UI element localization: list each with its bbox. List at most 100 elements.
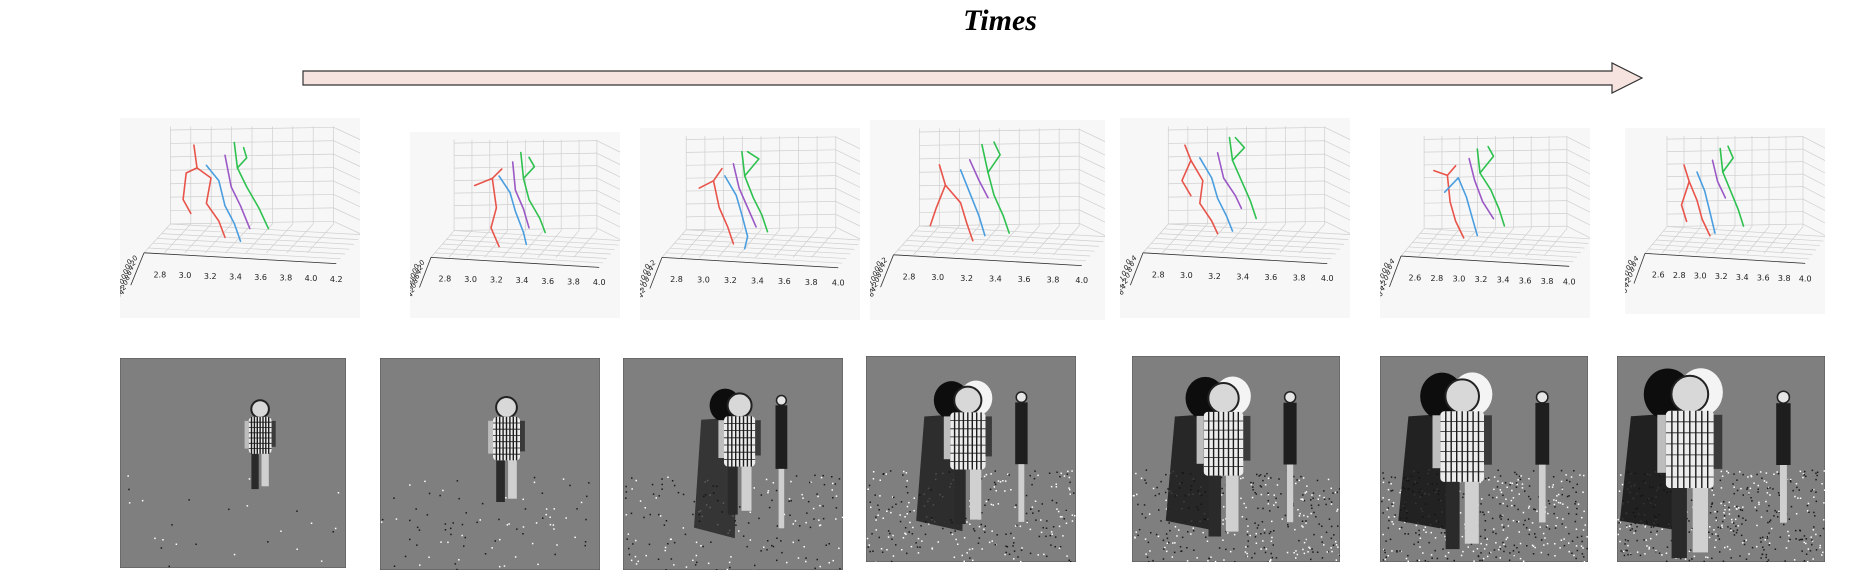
event-pixel (1756, 524, 1758, 527)
event-pixel (1655, 550, 1657, 553)
event-pixel (1775, 511, 1778, 513)
event-pixel (1627, 553, 1629, 556)
event-pixel (792, 541, 794, 544)
event-pixel (426, 514, 429, 516)
event-pixel (919, 546, 921, 548)
event-pixel (1575, 557, 1577, 560)
event-pixel (1801, 550, 1803, 552)
event-pixel (965, 517, 967, 520)
event-pixel (1812, 488, 1815, 491)
event-frame-2 (380, 358, 600, 570)
event-pixel (1337, 525, 1339, 527)
event-pixel (1263, 532, 1266, 534)
grid-line (835, 213, 860, 227)
grid-line (1324, 194, 1350, 208)
event-pixel (788, 500, 790, 502)
skeleton-limb-other (522, 156, 536, 180)
event-pixel (696, 561, 698, 564)
event-pixel (1499, 546, 1501, 548)
skeleton (698, 150, 769, 250)
x-tick-label: 3.2 (1475, 275, 1488, 284)
grid-line (1147, 247, 1332, 260)
walker-leg-right (741, 466, 752, 511)
event-pixel (1417, 541, 1419, 543)
grid-line (897, 249, 1087, 262)
x-tick-label: 3.8 (805, 278, 818, 287)
event-pixel (1225, 518, 1227, 520)
grid-line (1220, 223, 1247, 254)
grid-line (454, 177, 597, 181)
event-pixel (1622, 550, 1625, 553)
event-pixel (1055, 483, 1057, 485)
event-pixel (1748, 492, 1750, 494)
grid-line (165, 228, 359, 240)
event-pixel (1728, 501, 1730, 504)
walker-arm-right (520, 420, 525, 452)
event-pixel (766, 549, 768, 551)
event-pixel (506, 524, 509, 526)
event-pixel (1243, 502, 1245, 505)
event-pixel (1743, 543, 1746, 546)
event-pixel (1553, 512, 1555, 515)
event-pixel (1497, 469, 1499, 471)
event-pixel (1552, 484, 1554, 486)
event-pixel (416, 526, 419, 529)
event-pixel (1270, 559, 1272, 561)
walker-leg-right (508, 460, 517, 499)
event-pixel (1495, 556, 1497, 558)
event-pixel (1050, 485, 1053, 488)
event-pixel (1017, 556, 1019, 558)
grid-line (1566, 187, 1590, 200)
event-pixel (1272, 544, 1274, 546)
event-pixel (1062, 535, 1064, 537)
event-pixel (141, 499, 144, 502)
event-pixel (1571, 552, 1573, 554)
event-pixel (1255, 493, 1258, 495)
event-pixel (1144, 479, 1146, 481)
event-pixel (1383, 548, 1385, 551)
event-pixel (1166, 542, 1169, 544)
event-pixel (1819, 546, 1821, 549)
event-pixel (1010, 489, 1012, 491)
event-pixel (1051, 499, 1054, 502)
event-pixel (1152, 487, 1155, 490)
event-pixel (1210, 556, 1212, 558)
plot-axes (419, 256, 600, 288)
event-pixel (456, 480, 459, 482)
event-pixel (128, 488, 130, 491)
event-pixel (738, 530, 740, 532)
event-pixel (154, 537, 156, 540)
event-pixel (1295, 482, 1297, 485)
event-pixel (994, 543, 997, 546)
x-tick-label: 3.6 (254, 273, 267, 282)
event-pixel (1734, 518, 1737, 521)
event-pixel (569, 484, 571, 487)
x-tick-label: 3.6 (1265, 273, 1278, 282)
event-pixel (1805, 553, 1808, 555)
event-pixel (1148, 513, 1151, 515)
event-pixel (817, 495, 819, 498)
event-pixel (1270, 477, 1272, 479)
grid-line (1168, 180, 1325, 185)
grid-line (596, 190, 620, 203)
event-pixel (440, 541, 442, 543)
x-tick-label: 3.6 (778, 277, 791, 286)
x-tick-label: 2.8 (438, 274, 451, 283)
y-tick-label: 1.2 (120, 283, 128, 296)
x-tick-label: 4.0 (1075, 276, 1088, 285)
event-pixel (1755, 509, 1758, 512)
grid-line (1260, 223, 1286, 254)
grid-line (919, 222, 1080, 227)
grid-line (902, 244, 1091, 257)
event-pixel (1644, 553, 1646, 555)
event-pixel (1400, 526, 1403, 529)
event-pixel (1483, 513, 1485, 516)
event-pixel (1823, 519, 1825, 521)
grid-line (1412, 242, 1581, 253)
event-pixel (1717, 526, 1719, 529)
event-pixel (775, 489, 778, 492)
event-pixel (1004, 490, 1006, 492)
event-pixel (393, 497, 395, 499)
event-pixel (505, 497, 507, 499)
y-tick-label: 1.4 (1380, 284, 1387, 297)
